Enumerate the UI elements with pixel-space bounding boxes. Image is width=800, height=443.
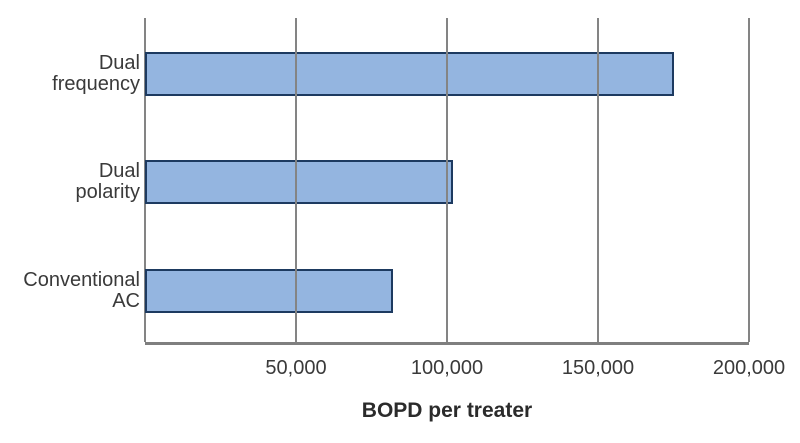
- x-axis-title: BOPD per treater: [361, 399, 533, 422]
- x-tick-label: 50,000: [265, 357, 327, 379]
- bar-conventional-ac: [145, 269, 393, 313]
- bar-dual-frequency: [145, 52, 674, 96]
- category-label: Conventional AC: [23, 269, 140, 312]
- bar-dual-polarity: [145, 160, 453, 204]
- gridline: [597, 18, 599, 342]
- category-label: Dual polarity: [75, 160, 140, 203]
- x-tick-label: 200,000: [712, 357, 786, 379]
- category-label: Dual frequency: [52, 52, 140, 95]
- x-tick-label: 150,000: [561, 357, 635, 379]
- gridline: [295, 18, 297, 342]
- gridline: [748, 18, 750, 342]
- x-tick-label: 100,000: [410, 357, 484, 379]
- plot-area: [144, 18, 750, 345]
- gridline: [446, 18, 448, 342]
